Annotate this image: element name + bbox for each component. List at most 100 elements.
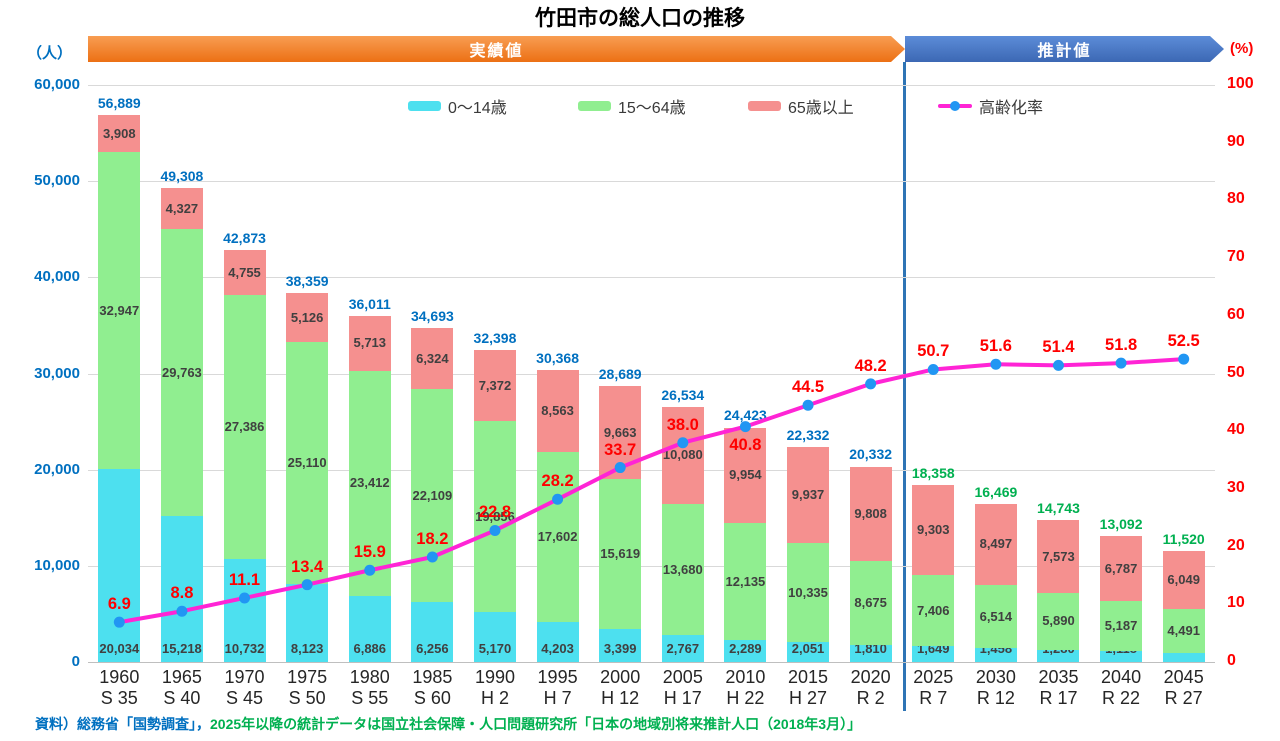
bar-segment-value: 10,335	[788, 584, 828, 600]
bar-total-value: 13,092	[1099, 516, 1143, 533]
x-axis-era: R 12	[976, 688, 1015, 708]
aging-rate-value: 33.7	[604, 440, 637, 459]
aging-rate-value: 6.9	[107, 595, 131, 614]
x-axis-year: 2025	[913, 667, 954, 687]
bar-total-value: 11,520	[1162, 531, 1205, 548]
x-axis-year: 2010	[725, 667, 766, 687]
gridline	[88, 85, 1215, 86]
legend-item-2: 65歳以上	[748, 94, 854, 118]
x-axis-era: S 60	[413, 688, 451, 708]
legend-label: 15～64歳	[618, 100, 686, 117]
bar-segment-0	[599, 629, 642, 662]
bar-total-value: 20,332	[849, 446, 893, 463]
legend-label: 高齢化率	[979, 100, 1044, 117]
x-axis-year: 2015	[788, 667, 829, 687]
bar-segment-2	[160, 187, 203, 230]
x-axis-year: 2030	[975, 667, 1016, 687]
x-axis-label: 1990 H 2	[464, 667, 527, 709]
x-axis-label: 2025 R 7	[902, 667, 965, 709]
x-axis-label: 1995 H 7	[526, 667, 589, 709]
bar-segment-value: 2,289	[729, 641, 762, 656]
left-axis-tick-label: 30,000	[34, 364, 80, 382]
right-axis-tick-label: 10	[1227, 594, 1245, 612]
x-axis-era: R 2	[856, 688, 885, 708]
x-axis-year: 1975	[287, 667, 328, 687]
aging-rate-value: 51.6	[979, 337, 1012, 356]
x-axis-era: H 17	[663, 688, 702, 708]
legend-item-rate: 高齢化率	[938, 94, 1043, 118]
bar-segment-value: 6,324	[416, 350, 449, 366]
x-axis-label: 2010 H 22	[714, 667, 777, 709]
bar-segment-value: 17,602	[537, 528, 578, 544]
x-axis-era: R 22	[1102, 688, 1141, 708]
aging-rate-value: 50.7	[917, 342, 950, 361]
bar-segment-value: 27,386	[224, 419, 265, 435]
legend-swatch-icon	[748, 101, 781, 111]
line-dot	[990, 358, 1002, 370]
legend-item-0: 0～14歳	[408, 94, 507, 118]
x-axis-year: 2035	[1038, 667, 1079, 687]
x-axis-era: S 35	[100, 688, 138, 708]
x-axis-label: 1960 S 35	[88, 667, 151, 709]
bar-segment-value: 8,123	[290, 641, 324, 656]
x-axis-era: H 12	[601, 688, 640, 708]
bar-segment-0	[1100, 651, 1143, 662]
x-axis-year: 1970	[224, 667, 265, 687]
line-dot	[1178, 353, 1190, 365]
bar-segment-value: 1,810	[854, 641, 887, 656]
bar-total-value: 42,873	[223, 229, 266, 246]
projection-banner-label: 推計値	[1037, 43, 1092, 60]
right-axis-tick-label: 50	[1227, 363, 1245, 381]
bar-segment-value: 5,170	[478, 641, 512, 656]
x-axis-label: 2020 R 2	[839, 667, 902, 709]
line-dot	[865, 378, 877, 390]
x-axis-year: 2000	[600, 667, 641, 687]
left-axis-tick-label: 60,000	[34, 76, 80, 93]
x-axis-year: 1980	[349, 667, 390, 687]
x-axis-label: 2000 H 12	[589, 667, 652, 709]
bar-segment-value: 5,890	[1042, 613, 1075, 629]
bar-segment-value: 3,399	[603, 641, 637, 656]
bar-segment-0	[661, 635, 704, 662]
bar-segment-value: 29,763	[162, 364, 202, 380]
bar-segment-value: 9,663	[603, 424, 637, 440]
x-axis-era: R 17	[1039, 688, 1078, 708]
legend-item-1: 15～64歳	[578, 94, 686, 118]
bar-segment-value: 32,947	[99, 302, 140, 318]
bar-segment-value: 25,110	[287, 455, 327, 471]
bar-segment-0	[787, 642, 830, 662]
source-note-part2: 2025年以降の統計データは国立社会保障・人口問題研究所「日本の地域別将来推計人…	[210, 716, 862, 732]
bar-total-value: 38,359	[285, 273, 329, 290]
x-axis-era: H 7	[543, 688, 572, 708]
right-axis-tick-label: 70	[1227, 248, 1245, 266]
bar-total-value: 30,368	[536, 349, 579, 366]
bar-segment-value: 13,680	[662, 561, 703, 577]
bar-segment-value: 5,187	[1104, 618, 1138, 634]
aging-rate-value: 48.2	[854, 356, 887, 375]
aging-rate-value: 44.5	[791, 378, 825, 397]
left-axis-tick-label: 0	[71, 653, 80, 670]
x-axis-year: 1990	[474, 667, 515, 687]
bar-segment-0	[536, 621, 579, 662]
bar-total-value: 16,469	[974, 483, 1018, 500]
bar-segment-0	[849, 644, 892, 662]
bar-segment-value: 8,497	[979, 536, 1013, 552]
x-axis-label: 2040 R 22	[1090, 667, 1153, 709]
x-axis-year: 2020	[850, 667, 891, 687]
aging-rate-value: 8.8	[170, 584, 194, 603]
aging-rate-value: 38.0	[666, 415, 699, 434]
aging-rate-value: 51.4	[1042, 338, 1075, 357]
aging-rate-value: 51.8	[1105, 336, 1138, 355]
gridline	[88, 277, 1215, 279]
bar-total-value: 28,689	[598, 366, 642, 383]
aging-rate-value: 13.4	[291, 557, 324, 576]
gridline	[88, 662, 1215, 663]
line-dot	[1052, 359, 1064, 371]
x-axis-label: 1965 S 40	[151, 667, 214, 709]
x-axis-label: 2005 H 17	[652, 667, 715, 709]
x-axis-era: H 2	[480, 688, 509, 708]
bar-total-value: 32,398	[473, 330, 517, 347]
x-axis-label: 2035 R 17	[1027, 667, 1090, 709]
bar-segment-2	[223, 249, 266, 296]
